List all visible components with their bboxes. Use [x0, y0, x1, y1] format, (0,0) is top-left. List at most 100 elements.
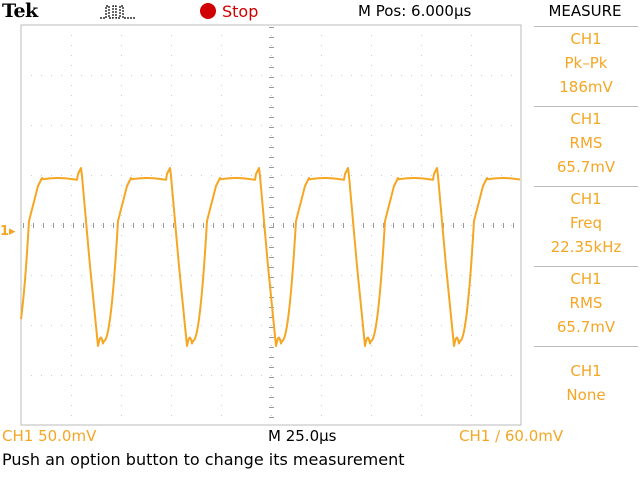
grid-dot	[371, 285, 372, 286]
grid-dot	[271, 95, 272, 96]
axis-tick	[373, 223, 374, 228]
measure-type: Freq	[569, 214, 603, 232]
grid-dot	[221, 55, 222, 56]
grid-dot	[71, 355, 72, 356]
grid-dot	[321, 365, 322, 366]
grid-dot	[141, 125, 142, 126]
grid-dot	[51, 125, 52, 126]
grid-dot	[271, 395, 272, 396]
grid-dot	[271, 285, 272, 286]
grid-dot	[71, 205, 72, 206]
grid-dot	[411, 275, 412, 276]
grid-dot	[471, 135, 472, 136]
grid-dot	[201, 275, 202, 276]
grid-dot	[321, 245, 322, 246]
axis-tick	[443, 223, 444, 228]
grid-dot	[71, 325, 72, 326]
grid-dot	[311, 75, 312, 76]
measure-slot-3[interactable]: CH1 Freq 22.35kHz	[534, 186, 638, 261]
grid-dot	[171, 405, 172, 406]
grid-dot	[71, 55, 72, 56]
grid-dot	[311, 325, 312, 326]
grid-dot	[61, 325, 62, 326]
grid-dot	[141, 75, 142, 76]
grid-dot	[271, 75, 272, 76]
grid-dot	[171, 295, 172, 296]
axis-tick	[269, 147, 274, 148]
grid-dot	[351, 275, 352, 276]
grid-dot	[421, 105, 422, 106]
grid-dot	[361, 325, 362, 326]
grid-dot	[61, 275, 62, 276]
grid-dot	[171, 155, 172, 156]
grid-dot	[371, 305, 372, 306]
grid-dot	[41, 325, 42, 326]
grid-dot	[351, 375, 352, 376]
measure-slot-2[interactable]: CH1 RMS 65.7mV	[534, 106, 638, 181]
measure-value: 22.35kHz	[550, 238, 622, 256]
grid-dot	[281, 375, 282, 376]
grid-dot	[71, 35, 72, 36]
grid-dot	[131, 75, 132, 76]
grid-dot	[321, 265, 322, 266]
axis-tick	[393, 223, 394, 228]
grid-dot	[171, 115, 172, 116]
grid-dot	[511, 225, 512, 226]
grid-dot	[41, 225, 42, 226]
grid-dot	[351, 125, 352, 126]
grid-dot	[331, 325, 332, 326]
grid-dot	[371, 85, 372, 86]
measure-value: 186mV	[559, 78, 613, 96]
grid-dot	[421, 305, 422, 306]
grid-dot	[371, 65, 372, 66]
waveform-display[interactable]	[20, 24, 522, 426]
grid-dot	[191, 175, 192, 176]
grid-dot	[181, 125, 182, 126]
grid-dot	[221, 325, 222, 326]
grid-dot	[431, 225, 432, 226]
grid-dot	[421, 85, 422, 86]
measure-slot-1[interactable]: CH1 Pk–Pk 186mV	[534, 26, 638, 101]
grid-dot	[221, 225, 222, 226]
grid-dot	[511, 275, 512, 276]
grid-dot	[121, 185, 122, 186]
grid-dot	[371, 225, 372, 226]
measure-slot-4[interactable]: CH1 RMS 65.7mV	[534, 266, 638, 341]
grid-dot	[471, 225, 472, 226]
grid-dot	[311, 375, 312, 376]
grid-dot	[311, 275, 312, 276]
grid-dot	[421, 35, 422, 36]
measure-source: CH1	[570, 362, 602, 380]
grid-dot	[471, 75, 472, 76]
axis-tick	[269, 237, 274, 238]
grid-dot	[101, 275, 102, 276]
grid-dot	[221, 145, 222, 146]
grid-dot	[321, 125, 322, 126]
grid-dot	[281, 175, 282, 176]
grid-dot	[321, 295, 322, 296]
grid-dot	[301, 225, 302, 226]
ch1-ground-marker[interactable]: 1▸	[0, 224, 16, 239]
measure-slot-5[interactable]: CH1 None	[534, 346, 638, 420]
grid-dot	[271, 195, 272, 196]
grid-dot	[471, 275, 472, 276]
measure-value: 65.7mV	[556, 318, 616, 336]
grid-dot	[421, 205, 422, 206]
grid-dot	[71, 75, 72, 76]
grid-dot	[101, 375, 102, 376]
grid-dot	[251, 275, 252, 276]
grid-dot	[211, 375, 212, 376]
grid-dot	[321, 385, 322, 386]
grid-dot	[411, 375, 412, 376]
grid-dot	[511, 325, 512, 326]
grid-dot	[321, 395, 322, 396]
grid-dot	[151, 325, 152, 326]
grid-dot	[471, 395, 472, 396]
grid-dot	[471, 105, 472, 106]
grid-dot	[371, 75, 372, 76]
grid-dot	[281, 125, 282, 126]
pulse-waveform-icon	[100, 5, 136, 19]
grid-dot	[71, 145, 72, 146]
grid-dot	[461, 125, 462, 126]
grid-dot	[431, 125, 432, 126]
